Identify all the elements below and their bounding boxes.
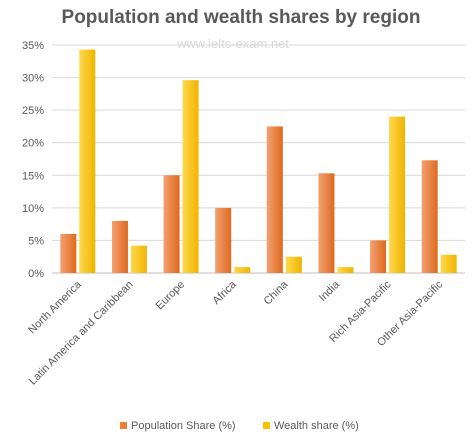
x-category-label: India [317,278,343,304]
y-tick-label: 35% [22,40,44,52]
bars [60,49,457,274]
x-category-label: Europe [154,279,188,313]
y-tick-label: 5% [28,235,44,247]
legend-swatch-population [120,422,127,429]
population-bar [60,233,77,273]
population-bar [111,220,128,273]
population-bar [215,207,232,273]
y-tick-label: 25% [22,105,44,117]
wealth-bar [130,245,147,273]
population-bar [163,175,180,273]
wealth-bar [285,256,302,273]
population-bar [318,173,335,273]
wealth-bar [389,116,406,274]
wealth-bar [337,267,354,273]
chart-title: Population and wealth shares by region [62,7,421,28]
y-tick-label: 0% [28,268,44,280]
wealth-bar [234,267,251,273]
y-tick-label: 15% [22,170,44,182]
y-axis-ticks: 0% 5% 10% 15% 20% 25% 30% 35% [22,40,44,280]
x-category-label: China [262,278,291,307]
population-bar [266,126,283,273]
x-category-label: Africa [210,278,239,307]
x-category-label: Latin America and Caribbean [27,279,136,388]
wealth-bar [440,254,457,273]
wealth-bar [79,49,96,274]
wealth-bar [182,80,199,273]
legend-swatch-wealth [263,422,270,429]
y-tick-label: 10% [22,203,44,215]
y-tick-label: 20% [22,138,44,150]
population-bar [370,240,387,273]
legend: Population Share (%) Wealth share (%) [120,420,359,432]
legend-label-population: Population Share (%) [131,420,236,432]
watermark-text: www.ielts-exam.net [176,36,289,51]
x-category-label: North America [26,278,84,336]
legend-label-wealth: Wealth share (%) [274,420,359,432]
population-bar [421,160,438,273]
y-tick-label: 30% [22,73,44,85]
